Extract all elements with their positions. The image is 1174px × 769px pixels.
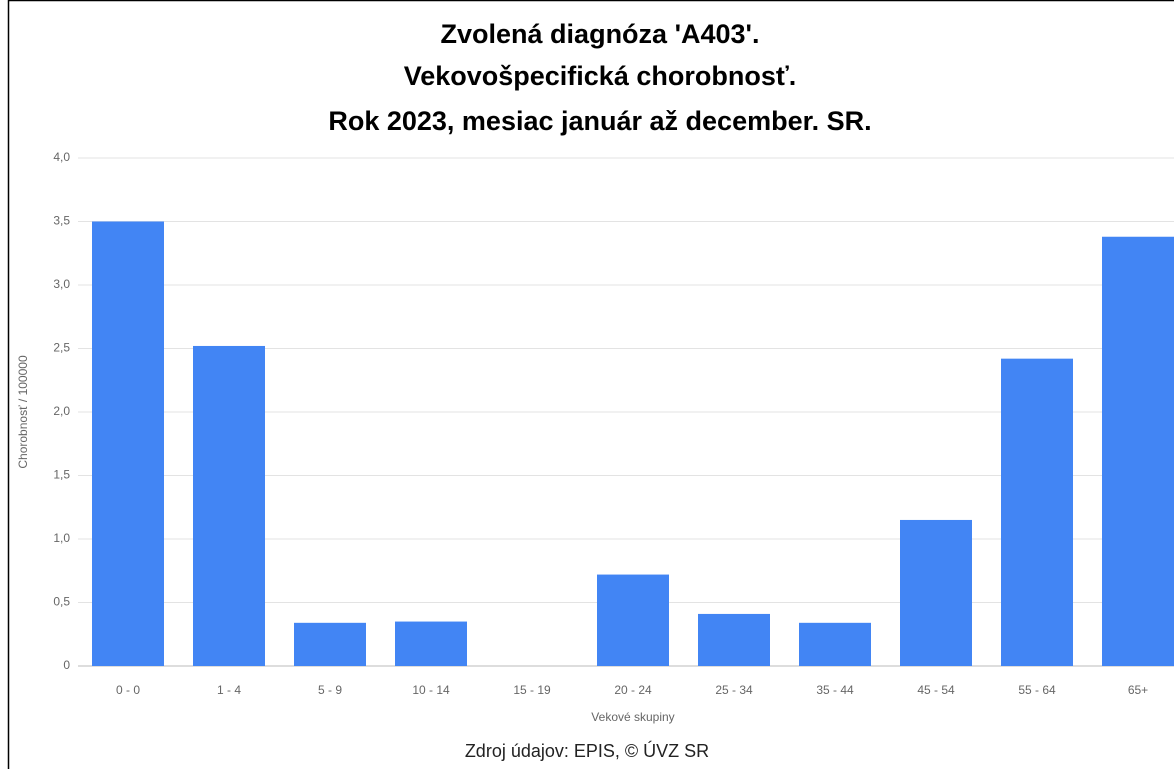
y-tick-label: 1,0	[53, 531, 70, 545]
y-tick-label: 2,5	[53, 341, 70, 355]
x-axis-label: Vekové skupiny	[591, 710, 674, 724]
chart-title: Vekovošpecifická chorobnosť.	[404, 61, 797, 91]
bar	[900, 519, 972, 666]
x-tick-label: 45 - 54	[917, 683, 955, 697]
bar	[395, 621, 467, 666]
x-tick-label: 25 - 34	[715, 683, 753, 697]
bar	[799, 622, 871, 666]
bar	[1001, 358, 1073, 666]
y-tick-label: 3,5	[53, 214, 70, 228]
y-tick-label: 4,0	[53, 150, 70, 164]
bar	[698, 613, 770, 666]
bar	[1102, 236, 1174, 667]
chart-title: Rok 2023, mesiac január až december. SR.	[328, 106, 871, 136]
x-tick-label: 65+	[1128, 683, 1148, 697]
x-tick-label: 5 - 9	[318, 683, 342, 697]
bar	[92, 221, 164, 666]
x-tick-label: 55 - 64	[1018, 683, 1056, 697]
bar	[597, 574, 669, 666]
x-tick-label: 35 - 44	[816, 683, 854, 697]
x-tick-label: 0 - 0	[116, 683, 140, 697]
source: Zdroj údajov: EPIS, © ÚVZ SR	[465, 740, 709, 761]
x-tick-label: 10 - 14	[412, 683, 450, 697]
y-tick-label: 2,0	[53, 404, 70, 418]
chart-title: Zvolená diagnóza 'A403'.	[441, 19, 760, 49]
bar	[294, 622, 366, 666]
y-tick-label: 0	[63, 658, 70, 672]
x-tick-label: 15 - 19	[513, 683, 551, 697]
x-tick-label: 1 - 4	[217, 683, 241, 697]
y-tick-label: 3,0	[53, 277, 70, 291]
y-tick-label: 1,5	[53, 468, 70, 482]
x-tick-label: 20 - 24	[614, 683, 652, 697]
y-tick-label: 0,5	[53, 595, 70, 609]
y-axis-label: Chorobnosť / 100000	[16, 355, 30, 469]
bar	[193, 345, 265, 666]
